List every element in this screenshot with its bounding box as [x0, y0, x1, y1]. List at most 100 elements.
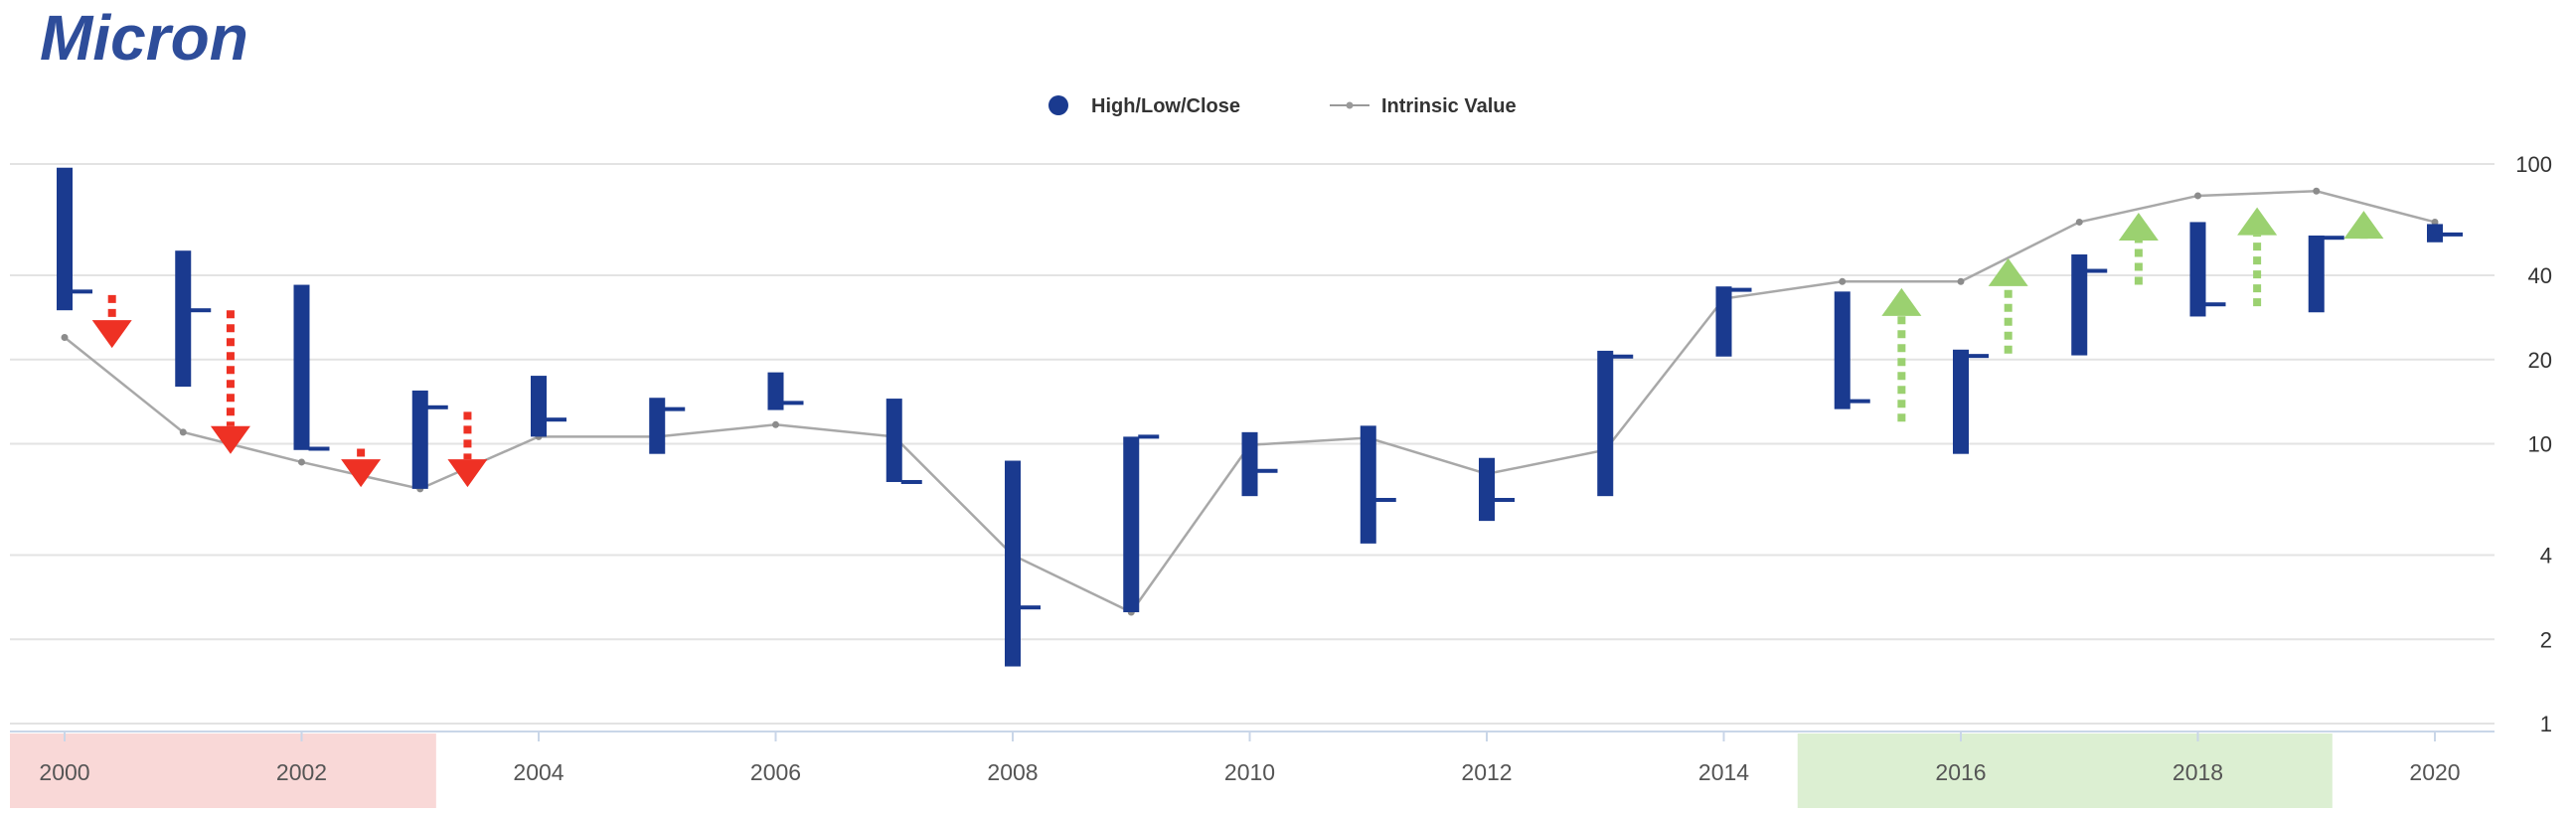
- legend-hlc-label: High/Low/Close: [1091, 95, 1240, 117]
- y-tick-label: 2: [2540, 627, 2552, 652]
- up-arrow: [2343, 211, 2384, 240]
- hlc-bar-close-tick: [546, 417, 566, 422]
- hlc-bar-range: [1360, 425, 1376, 544]
- y-tick-label: 100: [2515, 152, 2552, 177]
- hlc-bar: [2308, 235, 2344, 313]
- hlc-bar-range: [767, 372, 784, 410]
- hlc-bar: [175, 250, 212, 388]
- hlc-bar-close-tick: [900, 479, 922, 484]
- legend-hlc-marker: [1048, 95, 1068, 115]
- hlc-bar: [886, 399, 922, 484]
- y-tick-label: 4: [2540, 544, 2552, 569]
- down-arrow: [91, 294, 132, 349]
- hlc-bar: [1715, 286, 1752, 357]
- arrow-head: [1988, 257, 2028, 286]
- undervalued-band: [1797, 733, 2333, 808]
- hlc-series: [57, 167, 2463, 667]
- hlc-bar-close-tick: [1138, 434, 1160, 439]
- hlc-bar-close-tick: [2323, 236, 2344, 241]
- x-tick-label: 2008: [987, 759, 1038, 785]
- hlc-bar-range: [1953, 349, 1969, 454]
- hlc-bar: [411, 390, 448, 489]
- hlc-bar-close-tick: [664, 406, 686, 411]
- arrow-head: [2237, 207, 2278, 236]
- hlc-bar: [531, 376, 566, 437]
- arrow-head: [341, 459, 382, 488]
- hlc-bar-range: [531, 376, 547, 437]
- arrow-head: [447, 459, 488, 488]
- legend: High/Low/Close Intrinsic Value: [1048, 95, 1517, 117]
- intrinsic-value-point: [61, 333, 69, 341]
- hlc-bar: [1005, 460, 1041, 667]
- hlc-bar-close-tick: [1612, 354, 1634, 359]
- y-tick-label: 20: [2528, 348, 2552, 373]
- hlc-bar-range: [1479, 457, 1495, 522]
- hlc-bar: [2071, 254, 2108, 356]
- hlc-bar: [1123, 434, 1160, 612]
- hlc-bar: [1953, 349, 1989, 454]
- hlc-bar-range: [649, 398, 666, 454]
- y-tick-label: 1: [2540, 712, 2552, 736]
- hlc-bar: [1834, 291, 1870, 409]
- intrinsic-value-point: [2194, 192, 2201, 200]
- hlc-bar-close-tick: [1256, 468, 1278, 473]
- up-arrow: [1988, 257, 2028, 354]
- hlc-bar: [1241, 431, 1278, 497]
- hlc-bar-close-tick: [782, 401, 804, 406]
- x-tick-label: 2018: [2173, 759, 2223, 785]
- hlc-bar: [1479, 457, 1515, 522]
- intrinsic-value-point: [1957, 277, 1965, 285]
- hlc-bar-close-tick: [2086, 268, 2108, 273]
- arrow-head: [210, 425, 250, 454]
- arrow-head: [2343, 211, 2384, 240]
- arrow-head: [1881, 287, 1922, 316]
- intrinsic-value-point: [179, 428, 187, 436]
- hlc-bar-close-tick: [308, 446, 330, 451]
- down-arrow: [341, 448, 382, 488]
- arrow-head: [2118, 212, 2159, 241]
- hlc-bar-range: [1597, 350, 1614, 497]
- hlc-bar-range: [1005, 460, 1021, 667]
- hlc-bar-close-tick: [2204, 302, 2226, 307]
- hlc-bar-close-tick: [1374, 497, 1396, 502]
- hlc-bar-close-tick: [190, 308, 212, 313]
- x-tick-label: 2004: [513, 759, 564, 785]
- hlc-bar-close-tick: [1968, 354, 1989, 359]
- x-tick-label: 2002: [276, 759, 327, 785]
- intrinsic-value-point: [298, 458, 305, 466]
- hlc-bar-range: [1123, 436, 1140, 612]
- intrinsic-value-point: [2313, 187, 2321, 195]
- hlc-bar-range: [2427, 224, 2443, 243]
- hlc-bar-range: [175, 250, 192, 388]
- hlc-bar: [57, 167, 92, 311]
- shaded-bands: [10, 733, 2333, 808]
- down-arrow: [210, 310, 250, 454]
- y-tick-label: 10: [2528, 432, 2552, 457]
- hlc-bar-range: [886, 399, 902, 482]
- hlc-bar: [2427, 224, 2463, 243]
- intrinsic-value-point: [1839, 277, 1847, 285]
- arrow-head: [91, 320, 132, 349]
- hlc-bar-close-tick: [426, 405, 448, 409]
- hlc-bar-close-tick: [1730, 287, 1752, 292]
- intrinsic-value-point: [2075, 218, 2083, 226]
- hlc-bar: [1360, 425, 1396, 544]
- up-arrow: [1881, 287, 1922, 422]
- hlc-bar-range: [1241, 431, 1258, 497]
- hlc-bar-close-tick: [72, 289, 92, 294]
- x-tick-label: 2010: [1224, 759, 1275, 785]
- x-tick-label: 2006: [750, 759, 801, 785]
- hlc-bar-range: [2189, 222, 2206, 317]
- y-tick-label: 40: [2528, 263, 2552, 288]
- legend-intrinsic-marker: [1346, 101, 1354, 109]
- hlc-bar-close-tick: [1849, 399, 1870, 404]
- x-tick-labels: 2000 2002 2004 2006 2008 2010 2012 2014 2016 2018…: [39, 759, 2460, 785]
- hlc-bar-range: [411, 390, 428, 489]
- micron-logo-text: Micron: [40, 2, 248, 74]
- intrinsic-value-point: [772, 420, 779, 428]
- x-tick-label: 2016: [1935, 759, 1986, 785]
- hlc-bar-close-tick: [1494, 497, 1515, 502]
- x-tick-label: 2000: [39, 759, 89, 785]
- hlc-bar: [649, 398, 686, 454]
